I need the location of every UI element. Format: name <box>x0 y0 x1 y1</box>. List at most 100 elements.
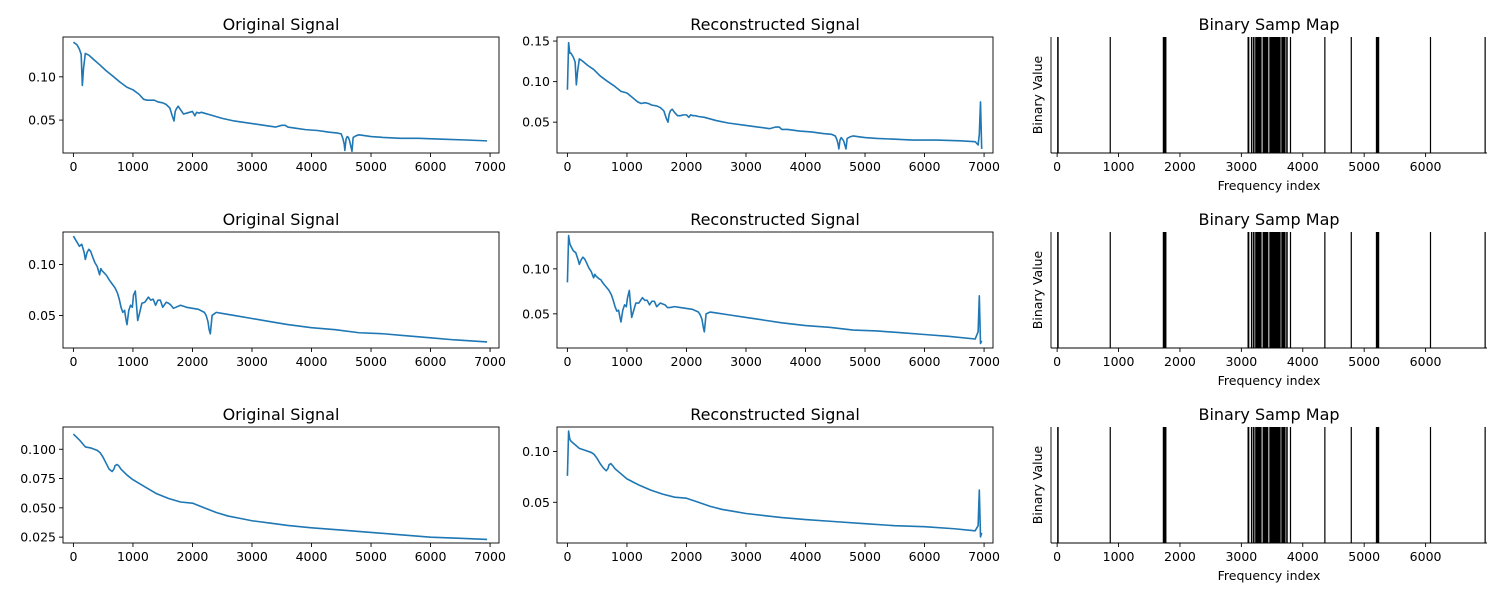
chart-6-bar <box>1057 232 1059 348</box>
chart-6-bar <box>1250 232 1253 348</box>
chart-4-xtick-label: 0 <box>69 354 77 369</box>
chart-2-xtick-label: 0 <box>563 159 571 174</box>
chart-3-bar <box>1350 37 1352 153</box>
chart-5-xtick-label: 5000 <box>849 354 881 369</box>
chart-2-series-line <box>566 41 983 150</box>
chart-5-xtick-label: 3000 <box>730 354 762 369</box>
chart-4-ytick-label: 0.10 <box>28 257 56 272</box>
chart-9-bar <box>1286 427 1288 543</box>
chart-5-ytick-label: 0.05 <box>522 306 550 321</box>
chart-6-bar <box>1429 232 1432 348</box>
chart-1-xtick-label: 1000 <box>117 159 149 174</box>
chart-3-bar <box>1250 37 1253 153</box>
chart-5-xtick-label: 7000 <box>968 354 1000 369</box>
chart-3-bar <box>1429 37 1432 153</box>
chart-2-ytick-label: 0.15 <box>522 34 550 49</box>
chart-6-bar <box>1324 232 1326 348</box>
chart-3-bar <box>1057 37 1059 153</box>
chart-9-bar <box>1162 427 1167 543</box>
chart-3-bar <box>1375 37 1380 153</box>
chart-9-bar <box>1429 427 1432 543</box>
chart-4-xtick-label: 5000 <box>355 354 387 369</box>
chart-3-bar <box>1324 37 1326 153</box>
chart-1-ytick-label: 0.10 <box>28 69 56 84</box>
chart-9-bar <box>1375 427 1380 543</box>
chart-7-xtick-label: 2000 <box>177 549 209 564</box>
chart-9-bar <box>1484 427 1486 543</box>
chart-3-title: Binary Samp Map <box>1198 15 1339 34</box>
chart-6-xtick-label: 4000 <box>1287 354 1319 369</box>
chart-2-title: Reconstructed Signal <box>690 15 860 34</box>
chart-4-ytick-label: 0.05 <box>28 308 56 323</box>
chart-3-xtick-label: 0 <box>1053 159 1061 174</box>
chart-1-xtick-label: 4000 <box>296 159 328 174</box>
chart-8-xtick-label: 7000 <box>968 549 1000 564</box>
chart-9-xtick-label: 5000 <box>1348 549 1380 564</box>
chart-9-bar <box>1262 427 1269 543</box>
chart-2-xtick-label: 4000 <box>790 159 822 174</box>
chart-6-bar <box>1253 232 1255 348</box>
chart-9-bar <box>1250 427 1253 543</box>
chart-3-bar <box>1247 37 1250 153</box>
chart-7-xtick-label: 4000 <box>296 549 328 564</box>
chart-6-bar <box>1269 232 1281 348</box>
chart-6-xtick-label: 5000 <box>1348 354 1380 369</box>
chart-4-title: Original Signal <box>223 210 340 229</box>
chart-7-ytick-label: 0.050 <box>20 500 56 515</box>
chart-2-ytick-label: 0.10 <box>522 74 550 89</box>
chart-9-xlabel: Frequency index <box>1218 568 1321 583</box>
chart-6-ylabel: Binary Value <box>1030 250 1045 329</box>
chart-9-bar <box>1247 427 1250 543</box>
chart-1-xtick-label: 5000 <box>355 159 387 174</box>
chart-3-bar <box>1162 37 1167 153</box>
chart-1-title: Original Signal <box>223 15 340 34</box>
chart-2-xtick-label: 3000 <box>730 159 762 174</box>
chart-8-title: Reconstructed Signal <box>690 405 860 424</box>
chart-7-ytick-label: 0.075 <box>20 471 56 486</box>
chart-1-frame <box>62 36 500 154</box>
chart-1-ytick-label: 0.05 <box>28 113 56 128</box>
chart-8-series-line <box>566 430 983 538</box>
chart-7-xtick-label: 7000 <box>474 549 506 564</box>
chart-6-xlabel: Frequency index <box>1218 373 1321 388</box>
chart-7-series-line <box>72 433 488 541</box>
chart-3-bar <box>1281 37 1286 153</box>
chart-9-xtick-label: 4000 <box>1287 549 1319 564</box>
chart-4-series-line <box>72 235 488 343</box>
chart-4-xtick-label: 4000 <box>296 354 328 369</box>
chart-7-title: Original Signal <box>223 405 340 424</box>
chart-9-bar <box>1324 427 1326 543</box>
chart-6-bar <box>1262 232 1269 348</box>
chart-3-bar <box>1269 37 1281 153</box>
chart-8-xtick-label: 6000 <box>909 549 941 564</box>
chart-6-xtick-label: 6000 <box>1410 354 1442 369</box>
chart-2-xtick-label: 7000 <box>968 159 1000 174</box>
chart-6-xtick-label: 0 <box>1053 354 1061 369</box>
chart-6-bar <box>1109 232 1111 348</box>
chart-9-xtick-label: 1000 <box>1103 549 1135 564</box>
chart-5-ytick-label: 0.10 <box>522 261 550 276</box>
chart-8-xtick-label: 1000 <box>611 549 643 564</box>
chart-1-xtick-label: 6000 <box>415 159 447 174</box>
chart-6-bar <box>1375 232 1380 348</box>
chart-2-xtick-label: 6000 <box>909 159 941 174</box>
chart-2-xtick-label: 1000 <box>611 159 643 174</box>
chart-8-xtick-label: 4000 <box>790 549 822 564</box>
chart-9-xtick-label: 6000 <box>1410 549 1442 564</box>
chart-3-xtick-label: 2000 <box>1164 159 1196 174</box>
chart-2-ytick-label: 0.05 <box>522 115 550 130</box>
chart-3-xtick-label: 5000 <box>1348 159 1380 174</box>
chart-9-bar <box>1281 427 1286 543</box>
chart-9-xtick-label: 3000 <box>1225 549 1257 564</box>
chart-4-xtick-label: 6000 <box>415 354 447 369</box>
chart-3-bar <box>1484 37 1486 153</box>
chart-3-xtick-label: 1000 <box>1103 159 1135 174</box>
chart-3-xlabel: Frequency index <box>1218 178 1321 193</box>
chart-6-xtick-label: 2000 <box>1164 354 1196 369</box>
chart-3-bar <box>1262 37 1269 153</box>
chart-8-xtick-label: 2000 <box>671 549 703 564</box>
chart-9-bar <box>1253 427 1255 543</box>
chart-6-bar <box>1162 232 1167 348</box>
